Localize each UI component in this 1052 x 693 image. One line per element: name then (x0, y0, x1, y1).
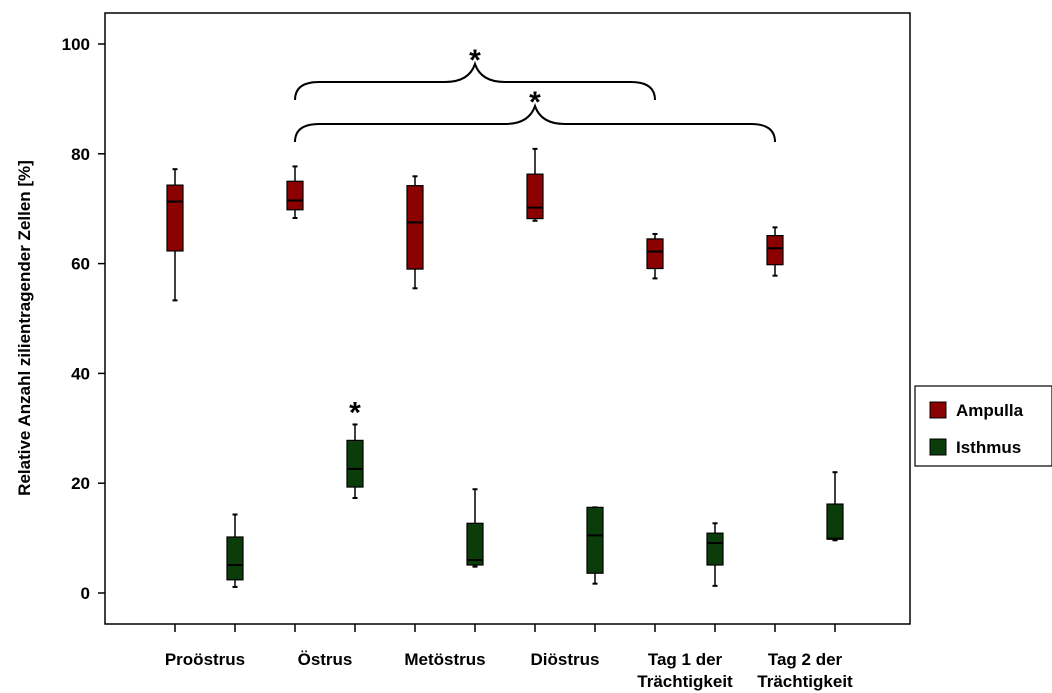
box-ampulla (646, 232, 664, 280)
legend-label-isthmus: Isthmus (956, 438, 1021, 457)
box-isthmus (226, 513, 244, 588)
box-ampulla (526, 147, 544, 222)
box-iqr (466, 522, 484, 566)
box-ampulla (406, 175, 424, 290)
y-axis-title: Relative Anzahl zilientragender Zellen [… (15, 160, 34, 496)
box-isthmus (466, 488, 484, 568)
box-isthmus (586, 506, 604, 585)
significance-star: * (529, 86, 541, 119)
x-category-label: Östrus (298, 650, 353, 669)
box-isthmus (706, 522, 724, 587)
x-category-label: Tag 2 der Trächtigkeit (757, 650, 853, 691)
box-iqr (826, 503, 844, 540)
significance-annotations: * * * (294, 44, 776, 429)
legend-swatch-isthmus (929, 438, 947, 456)
box-iqr (766, 235, 784, 266)
x-category-label: Proöstrus (165, 650, 245, 669)
y-tick-label: 100 (62, 35, 90, 54)
y-tick-label: 40 (71, 364, 90, 383)
y-tick-label: 80 (71, 145, 90, 164)
box-iqr (346, 439, 364, 488)
y-axis: 0 20 40 60 80 100 (62, 35, 105, 603)
y-tick-label: 60 (71, 255, 90, 274)
y-tick-label: 0 (81, 584, 90, 603)
box-ampulla (166, 168, 184, 302)
box-isthmus (346, 423, 364, 500)
plot-frame (104, 12, 911, 625)
legend: Ampulla Isthmus (914, 385, 1052, 467)
x-category-label: Tag 1 der Trächtigkeit (637, 650, 733, 691)
box-iqr (706, 532, 724, 566)
box-ampulla (286, 165, 304, 220)
box-iqr (526, 173, 544, 220)
legend-swatch-ampulla (929, 401, 947, 419)
box-iqr (586, 506, 604, 574)
y-tick-label: 20 (71, 474, 90, 493)
box-iqr (406, 185, 424, 270)
x-category-label: Metöstrus (404, 650, 485, 669)
box-iqr (286, 180, 304, 211)
box-plots (166, 147, 844, 588)
x-category-label: Diöstrus (531, 650, 600, 669)
legend-label-ampulla: Ampulla (956, 401, 1024, 420)
significance-bracket (294, 60, 656, 101)
box-iqr (226, 536, 244, 581)
box-isthmus (826, 471, 844, 542)
box-ampulla (766, 226, 784, 277)
box-iqr (646, 238, 664, 270)
significance-bracket (294, 102, 776, 143)
x-axis: Proöstrus Östrus Metöstrus Diöstrus Tag 1 de… (165, 624, 853, 691)
significance-star: * (349, 396, 361, 429)
significance-star: * (469, 44, 481, 77)
box-iqr (166, 184, 184, 252)
